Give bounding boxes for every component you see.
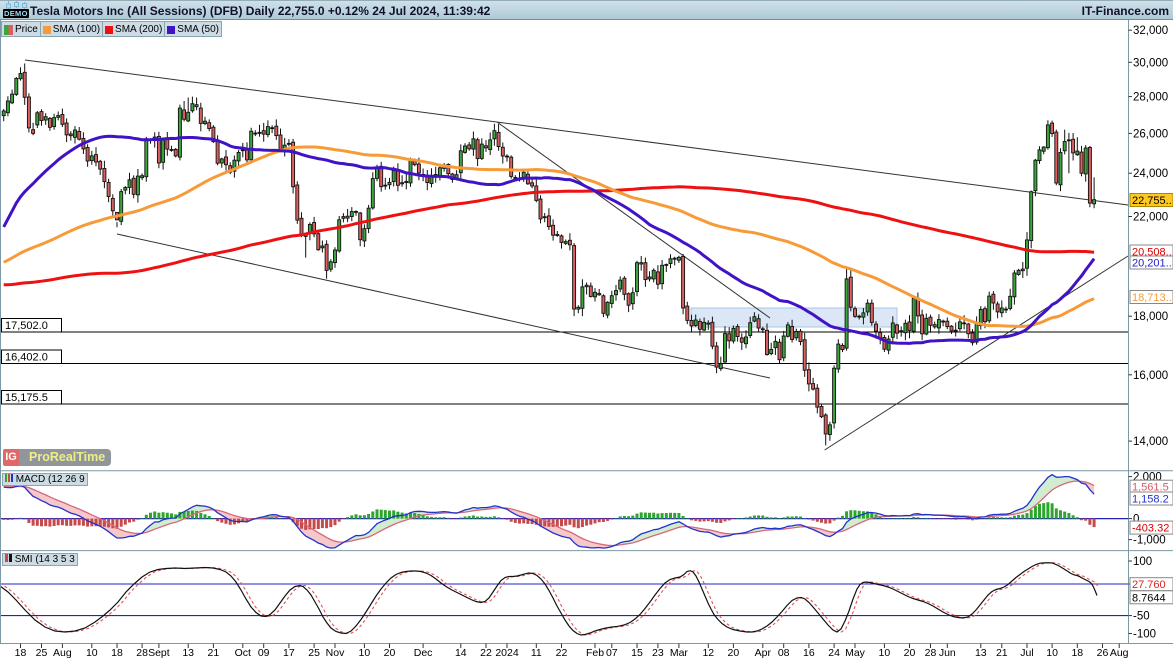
svg-text:-100: -100 (1133, 629, 1156, 641)
svg-text:16,402.0: 16,402.0 (5, 352, 48, 364)
svg-text:22,000: 22,000 (1133, 212, 1168, 224)
svg-text:10: 10 (86, 647, 98, 659)
svg-text:09: 09 (258, 647, 270, 659)
svg-text:28: 28 (925, 647, 937, 659)
svg-text:Aug: Aug (1110, 647, 1129, 659)
svg-text:15,175.5: 15,175.5 (5, 392, 48, 404)
svg-text:Oct: Oct (235, 647, 251, 659)
svg-text:1,158.2: 1,158.2 (1132, 494, 1169, 506)
svg-text:10: 10 (359, 647, 371, 659)
svg-text:22: 22 (556, 647, 568, 659)
svg-text:07: 07 (606, 647, 618, 659)
svg-text:Dec: Dec (414, 647, 433, 659)
svg-text:8.7644: 8.7644 (1132, 592, 1166, 604)
svg-text:-1,000: -1,000 (1133, 535, 1166, 547)
svg-text:22: 22 (480, 647, 492, 659)
svg-text:16,000: 16,000 (1133, 370, 1168, 382)
svg-text:1,561.5: 1,561.5 (1132, 482, 1169, 494)
svg-text:18,713..: 18,713.. (1132, 292, 1172, 304)
svg-text:10: 10 (879, 647, 891, 659)
svg-text:May: May (845, 647, 866, 659)
svg-text:12: 12 (702, 647, 714, 659)
svg-text:21: 21 (208, 647, 220, 659)
svg-text:25: 25 (36, 647, 48, 659)
svg-text:-50: -50 (1133, 611, 1150, 623)
svg-text:26,000: 26,000 (1133, 128, 1168, 140)
svg-text:08: 08 (778, 647, 790, 659)
svg-text:11: 11 (531, 647, 542, 659)
svg-text:Sept: Sept (148, 647, 170, 659)
svg-text:17,502.0: 17,502.0 (5, 320, 48, 332)
svg-text:28,000: 28,000 (1133, 92, 1168, 104)
svg-text:18: 18 (15, 647, 27, 659)
svg-text:Aug: Aug (53, 647, 72, 659)
svg-text:28: 28 (136, 647, 148, 659)
svg-text:21: 21 (996, 647, 1008, 659)
svg-text:26: 26 (1097, 647, 1109, 659)
svg-text:20: 20 (904, 647, 916, 659)
svg-text:24: 24 (828, 647, 840, 659)
svg-text:16: 16 (803, 647, 815, 659)
svg-text:Mar: Mar (670, 647, 689, 659)
svg-text:18: 18 (111, 647, 123, 659)
svg-text:Nov: Nov (326, 647, 345, 659)
svg-text:Jun: Jun (939, 647, 956, 659)
svg-text:20: 20 (384, 647, 396, 659)
svg-text:13: 13 (975, 647, 987, 659)
svg-text:Feb: Feb (586, 647, 604, 659)
svg-text:24,000: 24,000 (1133, 168, 1168, 180)
svg-text:Jul: Jul (1020, 647, 1033, 659)
svg-text:23: 23 (652, 647, 664, 659)
svg-text:32,000: 32,000 (1133, 25, 1168, 37)
svg-text:27.760: 27.760 (1132, 579, 1166, 591)
svg-text:20,201..: 20,201.. (1132, 258, 1172, 270)
svg-text:22,755..: 22,755.. (1132, 195, 1172, 207)
svg-text:14,000: 14,000 (1133, 436, 1168, 448)
svg-text:14: 14 (455, 647, 467, 659)
svg-text:17: 17 (283, 647, 295, 659)
svg-text:18: 18 (1071, 647, 1083, 659)
svg-text:20: 20 (728, 647, 740, 659)
svg-text:2024: 2024 (495, 647, 519, 659)
svg-text:15: 15 (631, 647, 643, 659)
svg-text:25: 25 (308, 647, 320, 659)
svg-text:10: 10 (1046, 647, 1058, 659)
svg-text:30,000: 30,000 (1133, 57, 1168, 69)
svg-text:0: 0 (1133, 514, 1139, 526)
svg-text:-403.32: -403.32 (1132, 523, 1169, 535)
svg-text:18,000: 18,000 (1133, 311, 1168, 323)
svg-text:13: 13 (182, 647, 194, 659)
svg-text:Apr: Apr (755, 647, 772, 659)
svg-text:100: 100 (1133, 556, 1152, 568)
